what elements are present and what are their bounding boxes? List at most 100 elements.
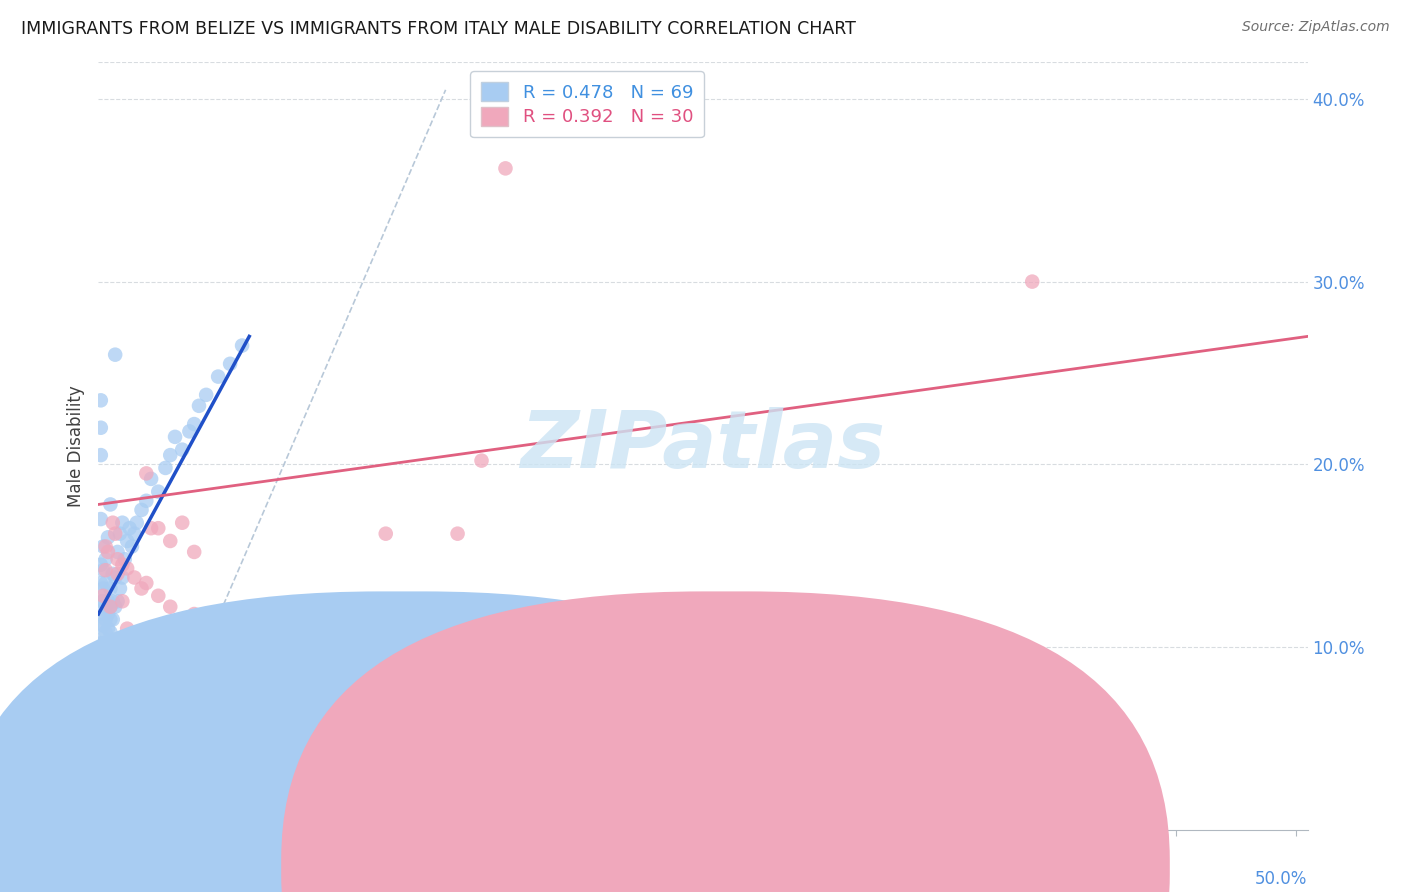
Point [219, 357, 242, 371]
Point [254, 625, 277, 640]
Point [90, 558, 112, 572]
Point [506, 662, 529, 676]
Point [124, 570, 146, 584]
Point [139, 521, 162, 535]
Point [108, 582, 131, 596]
Point [519, 625, 541, 640]
Point [100, 599, 122, 614]
Text: IMMIGRANTS FROM BELIZE VS IMMIGRANTS FROM ITALY MALE DISABILITY CORRELATION CHAR: IMMIGRANTS FROM BELIZE VS IMMIGRANTS FRO… [21, 20, 856, 37]
Point [179, 425, 201, 439]
Point [207, 369, 229, 384]
Point [90, 448, 112, 462]
Point [94, 599, 117, 614]
Point [1021, 275, 1043, 289]
Point [188, 399, 211, 413]
Point [159, 448, 181, 462]
Point [135, 576, 157, 591]
Point [97, 607, 120, 621]
Point [90, 618, 112, 632]
Point [111, 570, 134, 584]
Point [111, 516, 134, 530]
Point [111, 594, 134, 608]
Point [107, 594, 129, 608]
Point [195, 388, 218, 402]
Text: Source: ZipAtlas.com: Source: ZipAtlas.com [1241, 20, 1389, 34]
Point [159, 533, 181, 548]
Point [90, 421, 112, 435]
Point [94, 563, 117, 577]
Point [124, 526, 146, 541]
Point [94, 540, 117, 554]
Point [97, 622, 120, 636]
Y-axis label: Male Disability: Male Disability [67, 385, 86, 507]
Point [94, 552, 117, 566]
Point [90, 673, 112, 687]
Point [97, 530, 120, 544]
Point [91, 582, 114, 596]
Point [326, 643, 349, 657]
Point [495, 161, 517, 176]
Point [90, 594, 112, 608]
Point [104, 570, 127, 584]
Point [101, 594, 124, 608]
Point [91, 540, 114, 554]
Point [350, 643, 373, 657]
Text: 0.0%: 0.0% [98, 870, 141, 888]
Point [91, 636, 114, 650]
Point [90, 691, 112, 706]
Point [100, 599, 122, 614]
Point [94, 576, 117, 591]
Point [91, 648, 114, 663]
Point [398, 648, 420, 663]
Point [100, 582, 122, 596]
Point [124, 631, 146, 645]
Point [101, 613, 124, 627]
Point [135, 467, 157, 481]
Point [131, 503, 153, 517]
Point [91, 631, 114, 645]
Point [90, 393, 112, 408]
Point [101, 566, 124, 581]
Point [302, 636, 325, 650]
Text: ZIPatlas: ZIPatlas [520, 407, 886, 485]
Point [107, 552, 129, 566]
Point [139, 472, 162, 486]
Point [207, 618, 229, 632]
Point [91, 594, 114, 608]
Point [108, 526, 131, 541]
Point [470, 453, 492, 467]
Point [100, 613, 122, 627]
Point [118, 521, 141, 535]
Point [131, 582, 153, 596]
Point [219, 640, 242, 654]
Point [172, 516, 194, 530]
Point [91, 589, 114, 603]
Point [107, 545, 129, 559]
Legend: R = 0.478   N = 69, R = 0.392   N = 30: R = 0.478 N = 69, R = 0.392 N = 30 [470, 71, 704, 137]
Point [115, 533, 138, 548]
Point [101, 516, 124, 530]
Point [183, 417, 205, 431]
Point [163, 430, 186, 444]
Point [148, 484, 170, 499]
Point [183, 545, 205, 559]
Point [114, 552, 136, 566]
Point [90, 655, 112, 669]
Point [97, 594, 120, 608]
Point [591, 671, 613, 685]
Point [91, 618, 114, 632]
Point [94, 613, 117, 627]
Point [94, 625, 117, 640]
Point [446, 655, 468, 669]
Point [148, 521, 170, 535]
Point [159, 599, 181, 614]
Point [91, 607, 114, 621]
Point [125, 516, 148, 530]
Point [172, 442, 194, 457]
Point [111, 558, 134, 572]
Point [446, 526, 468, 541]
Point [567, 625, 589, 640]
Point [183, 607, 205, 621]
Point [148, 589, 170, 603]
Point [662, 648, 685, 663]
